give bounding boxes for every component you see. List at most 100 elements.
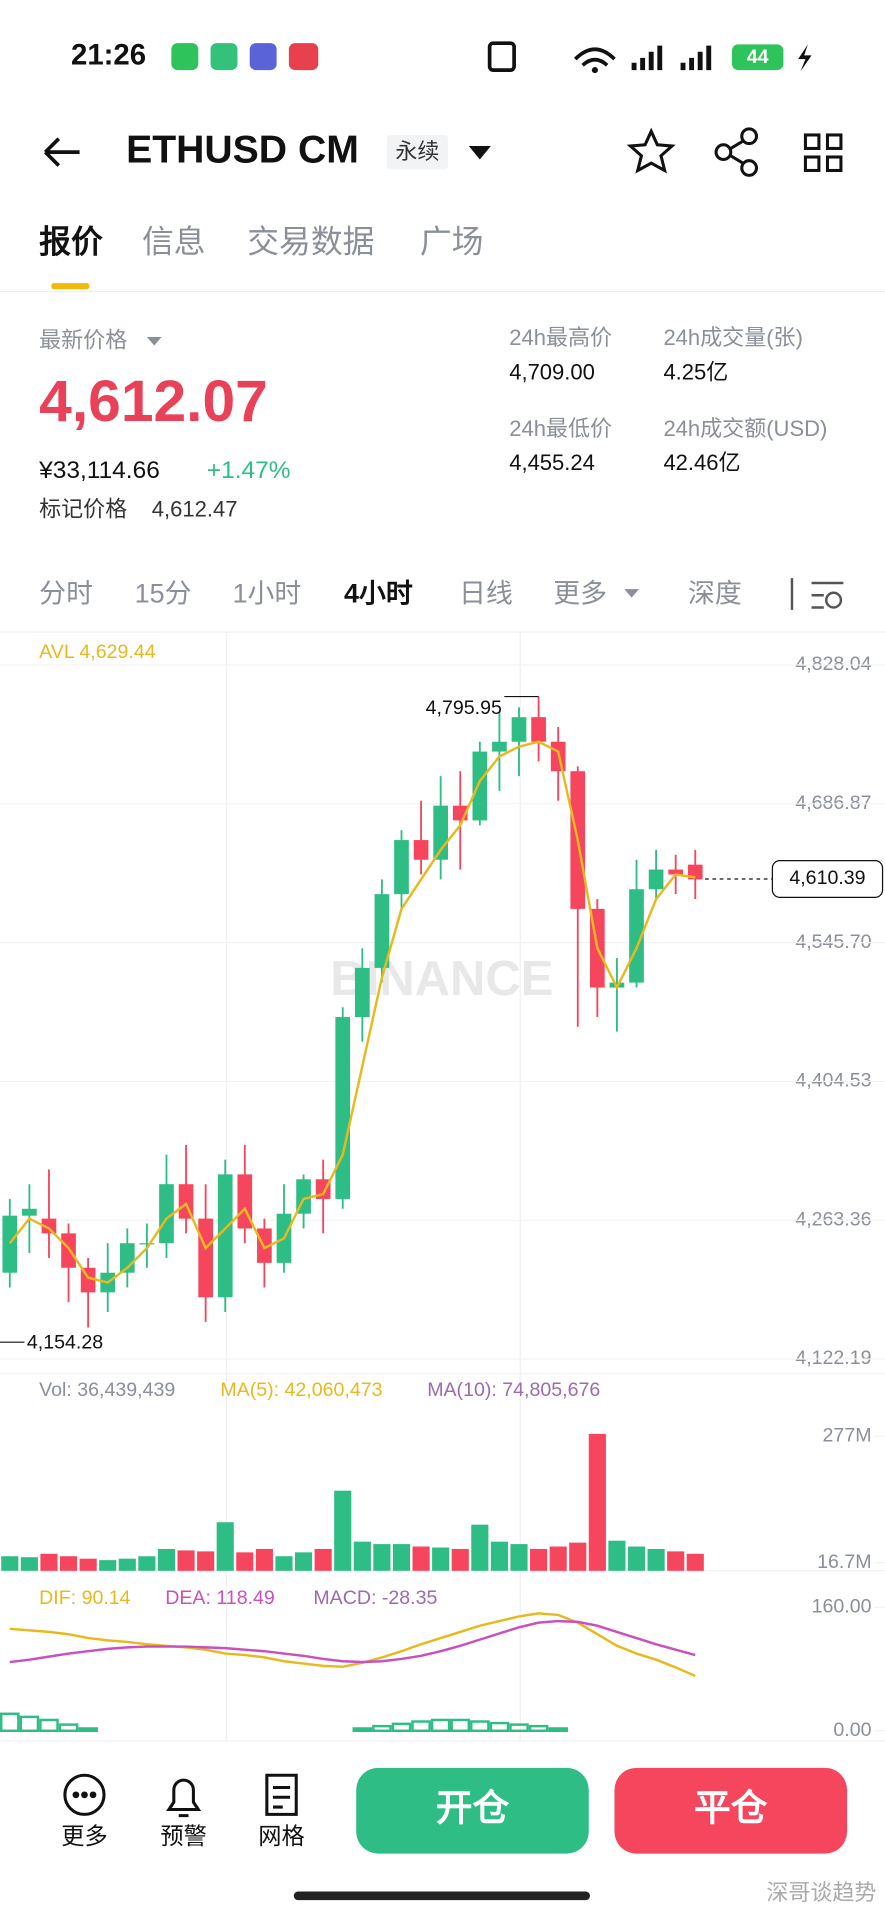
macd-bar [391, 1722, 412, 1733]
open-label[interactable]: 开仓 [436, 1787, 510, 1828]
stat-label: 24h最低价 [509, 416, 612, 441]
tab[interactable]: 广场 [420, 223, 484, 259]
macd-bar [548, 1727, 568, 1733]
tab-indicator [51, 283, 90, 290]
legend: Vol: 36,439,439 [39, 1379, 175, 1401]
volume-bar [1, 1556, 19, 1571]
volume-bar [40, 1553, 58, 1571]
y-tick-label: 0.00 [833, 1719, 871, 1741]
y-tick-label: 277M [823, 1424, 872, 1446]
macd-bar [528, 1724, 549, 1733]
macd-bar [489, 1721, 510, 1733]
y-tick-label: 4,828.04 [795, 653, 871, 675]
volume-bar [255, 1548, 273, 1571]
price-tag [771, 860, 884, 898]
close-button[interactable] [614, 1767, 848, 1854]
share[interactable] [714, 127, 759, 177]
y-tick-label: 4,404.53 [795, 1070, 871, 1092]
candle-body [217, 1174, 233, 1298]
volume-bar [157, 1548, 176, 1571]
volume-bar [353, 1541, 371, 1571]
volume-bar [20, 1557, 38, 1571]
candle-body [511, 717, 527, 742]
y-tick-label: 4,263.36 [795, 1208, 871, 1230]
bottom-label[interactable]: 网格 [258, 1823, 305, 1849]
open-button[interactable] [356, 1767, 589, 1854]
stat-label: 24h最高价 [509, 325, 612, 350]
volume-bar [334, 1490, 352, 1571]
macd-bar [430, 1718, 451, 1733]
y-tick-label: 4,686.87 [795, 792, 871, 814]
mark-price-label: 标记价格 [39, 497, 127, 522]
volume-bar [451, 1548, 469, 1571]
volume-bar [138, 1556, 156, 1571]
macd-bar [78, 1727, 98, 1733]
stat-value: 4,709.00 [509, 359, 595, 384]
macd-bar [411, 1720, 431, 1733]
favorite[interactable] [626, 127, 676, 174]
stat-label: 24h成交量(张) [663, 325, 802, 350]
y-tick-label: 4,545.70 [795, 931, 871, 953]
symbol-dropdown[interactable] [468, 145, 491, 160]
interval[interactable]: 更多 [553, 578, 607, 608]
change: +1.47% [207, 457, 291, 484]
ma-line [8, 740, 696, 1284]
macd-bar [58, 1723, 79, 1733]
close-label[interactable]: 平仓 [694, 1787, 768, 1828]
interval[interactable]: 深度 [688, 578, 742, 608]
volume-bar [549, 1546, 567, 1571]
cny-price: ¥33,114.66 [38, 457, 160, 484]
interval[interactable]: 分时 [39, 578, 93, 608]
macd-line [9, 1612, 696, 1678]
tab[interactable]: 报价 [39, 223, 103, 259]
volume-bar [412, 1546, 430, 1571]
volume-bar [647, 1548, 665, 1571]
volume-bar [236, 1552, 254, 1571]
price-tag-label: 4,610.39 [789, 867, 865, 889]
contract: 永续 [395, 139, 439, 164]
low-label: 4,154.28 [27, 1332, 103, 1354]
volume-bar [588, 1433, 606, 1571]
chart-settings[interactable] [790, 578, 844, 610]
interval[interactable]: 15分 [135, 578, 192, 608]
y-tick-label: 16.7M [817, 1551, 871, 1573]
volume-bar [686, 1553, 704, 1571]
interval[interactable]: 4小时 [344, 578, 413, 608]
legend: MACD: -28.35 [313, 1587, 437, 1609]
symbol[interactable]: ETHUSD CM [126, 128, 359, 171]
volume-bar [197, 1551, 215, 1571]
volume-bar [667, 1551, 685, 1571]
home-indicator [293, 1891, 590, 1901]
watermark: 深哥谈趋势 [766, 1880, 876, 1905]
volume-bar [314, 1548, 332, 1571]
volume-bar [490, 1541, 508, 1571]
y-tick-label: 160.00 [812, 1595, 872, 1617]
bottom-label[interactable]: 预警 [160, 1823, 207, 1849]
volume-bar [99, 1560, 117, 1571]
tab[interactable]: 信息 [142, 223, 206, 259]
stat-value: 4.25亿 [663, 359, 728, 384]
bottom-label[interactable]: 更多 [61, 1823, 108, 1849]
candle-body [492, 741, 507, 752]
volume-bar [627, 1546, 646, 1571]
volume-bar [118, 1558, 136, 1571]
back-button[interactable] [43, 137, 80, 167]
candle-body [22, 1208, 37, 1216]
volume-bar [373, 1544, 391, 1571]
volume-bar [471, 1524, 489, 1571]
interval[interactable]: 1小时 [233, 578, 302, 608]
stat-value: 4,455.24 [509, 450, 595, 475]
tab[interactable]: 交易数据 [247, 223, 374, 259]
volume-bar [216, 1522, 234, 1571]
interval[interactable]: 日线 [459, 578, 513, 608]
candle-body [198, 1218, 213, 1298]
candle-body [668, 869, 684, 875]
bottom-icons[interactable] [63, 1773, 298, 1818]
macd-bar [372, 1724, 392, 1733]
menu-grid[interactable] [803, 133, 843, 173]
macd-bar [0, 1712, 20, 1733]
last-price-label: 最新价格 [39, 328, 127, 353]
legend: MA(5): 42,060,473 [220, 1379, 382, 1401]
chart-frame [0, 631, 885, 1742]
